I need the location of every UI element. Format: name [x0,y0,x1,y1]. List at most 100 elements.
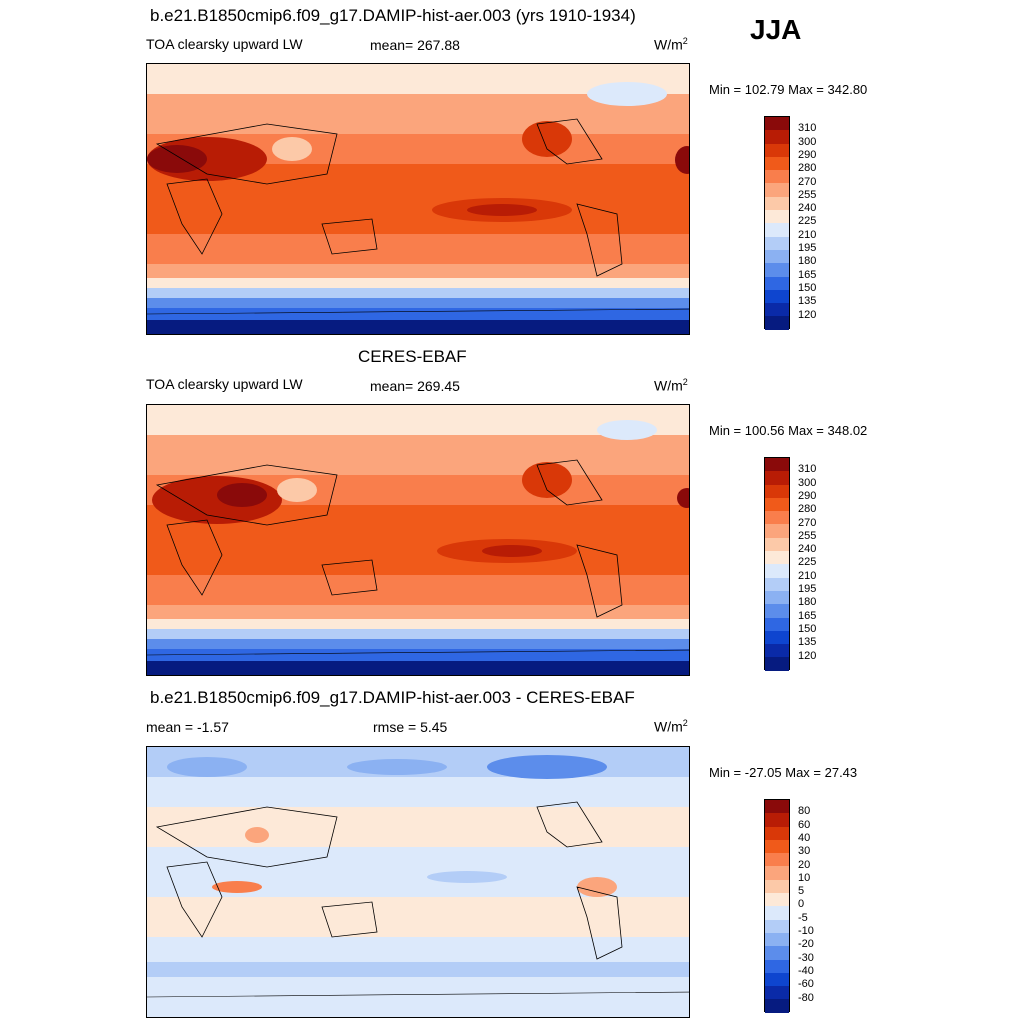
panel3-colorbar-swatch [765,906,789,920]
panel1-colorbar-tick-label: 180 [798,255,817,268]
season-label: JJA [750,14,802,45]
panel3-map-svg [147,747,689,1017]
panel2-colorbar-tick-label: 270 [798,516,817,529]
panel2-colorbar-swatch [765,551,789,565]
panel3-colorbar-swatch [765,879,789,894]
panel3-colorbar-swatch [765,959,789,973]
panel3-colorbar-swatch [765,946,789,960]
panel1-colorbar-tick-label: 310 [798,122,817,135]
panel1-colorbar-swatch [765,196,789,211]
panel2-colorbar-tick-label: 120 [798,649,817,662]
panel2-colorbar-tick-label: 300 [798,476,817,489]
panel3-colorbar-swatch [765,972,789,987]
panel1-colorbar-swatch [765,316,789,330]
panel3-mean-label: mean = -1.57 [146,719,229,735]
panel3-colorbar-tick-label: 30 [798,845,811,858]
panel1-colorbar-tick-label: 280 [798,162,817,175]
panel1-colorbar-tick-label: 255 [798,188,817,201]
panel2-colorbar-swatch [765,497,789,512]
panel2-units-label: W/m2 [654,377,688,394]
panel2-colorbar-swatch [765,617,789,631]
panel2-colorbar-tick-label: 310 [798,463,817,476]
panel2-colorbar-swatch [765,458,789,472]
panel2-colorbar-swatch [765,511,789,525]
panel1-title: b.e21.B1850cmip6.f09_g17.DAMIP-hist-aer.… [150,6,636,25]
panel1-colorbar-tick-label: 240 [798,202,817,215]
panel1-colorbar-tick-label: 165 [798,268,817,281]
panel1-colorbar-tick-label: 210 [798,228,817,241]
panel2-title: CERES-EBAF [358,347,467,366]
panel1-colorbar-swatch [765,303,789,317]
panel2-colorbar-tick-label: 225 [798,556,817,569]
panel3-colorbar-tick-label: -60 [798,978,814,991]
panel3-colorbar-tick-label: 10 [798,871,811,884]
panel3-colorbar-swatch [765,813,789,827]
panel3-colorbar-tick-label: -20 [798,938,814,951]
panel1-colorbar-swatch [765,276,789,290]
panel3-colorbar-swatch [765,932,789,947]
panel1-map-svg [147,64,689,334]
panel1-colorbar-swatch [765,223,789,237]
panel3-rmse-label: rmse = 5.45 [373,719,448,735]
panel2-colorbar-tick-label: 210 [798,569,817,582]
panel1-colorbar [764,116,790,330]
panel2-colorbar-tick-label: 195 [798,583,817,595]
panel1-colorbar-tick-label: 300 [798,135,817,148]
panel3-colorbar-tick-label: 5 [798,885,805,898]
panel2-colorbar-tick-label: 165 [798,609,817,622]
panel3-colorbar-tick-label: 40 [798,831,811,844]
panel3-colorbar-tick-label: -10 [798,925,814,937]
panel2-colorbar-swatch [765,564,789,578]
panel3-colorbar-tick-label: -80 [798,991,814,1004]
panel1-colorbar-tick-label: 225 [798,215,817,228]
panel1-map [146,63,690,335]
panel3-colorbar-tick-label: -40 [798,964,814,977]
panel3-colorbar-swatch [765,986,789,1000]
panel3-colorbar-swatch [765,866,789,880]
panel2-colorbar-swatch [765,590,789,605]
panel3-colorbar-tick-label: 60 [798,818,811,831]
panel1-colorbar-swatch [765,143,789,157]
panel3-title: b.e21.B1850cmip6.f09_g17.DAMIP-hist-aer.… [150,688,635,707]
panel2-map [146,404,690,676]
panel1-colorbar-tick-label: 135 [798,295,817,308]
panel1-colorbar-tick-label: 195 [798,242,817,254]
panel1-colorbar-swatch [765,130,789,144]
panel3-colorbar-tick-label: 20 [798,858,811,871]
panel2-mean-label: mean= 269.45 [370,378,460,394]
panel3-colorbar-swatch [765,893,789,907]
panel3-colorbar-swatch [765,853,789,867]
panel1-colorbar-tick-label: 270 [798,175,817,188]
panel1-colorbar-swatch [765,263,789,277]
panel1-colorbar-swatch [765,170,789,184]
panel2-colorbar-tick-label: 180 [798,596,817,609]
panel2-colorbar-swatch [765,537,789,552]
panel3-colorbar-swatch [765,826,789,840]
panel1-colorbar-swatch [765,249,789,264]
panel2-colorbar-tick-label: 240 [798,543,817,556]
panel3-minmax: Min = -27.05 Max = 27.43 [709,765,858,780]
panel2-colorbar-tick-label: 135 [798,636,817,649]
panel2-colorbar-tick-label: 255 [798,529,817,542]
panel1-colorbar-swatch [765,117,789,131]
panel1-colorbar-swatch [765,183,789,197]
panel1-colorbar-swatch [765,156,789,171]
panel3-colorbar-swatch [765,839,789,854]
panel2-colorbar-tick-label: 280 [798,503,817,516]
panel2-colorbar-swatch [765,630,789,645]
panel3-colorbar-swatch [765,800,789,814]
panel2-colorbar [764,457,790,671]
panel2-minmax: Min = 100.56 Max = 348.02 [709,423,868,438]
panel3-colorbar-tick-label: -5 [798,911,808,924]
panel2-colorbar-swatch [765,524,789,538]
panel2-colorbar-swatch [765,644,789,658]
panel1-colorbar-tick-label: 150 [798,281,817,294]
panel2-map-svg [147,405,689,675]
panel1-colorbar-tick-label: 290 [798,148,817,161]
panel3-colorbar-tick-label: -30 [798,951,814,964]
panel1-colorbar-tick-label: 120 [798,308,817,321]
panel2-colorbar-swatch [765,604,789,618]
panel2-variable-label: TOA clearsky upward LW [146,376,303,392]
panel1-colorbar-swatch [765,236,789,250]
panel3-units-label: W/m2 [654,718,688,735]
